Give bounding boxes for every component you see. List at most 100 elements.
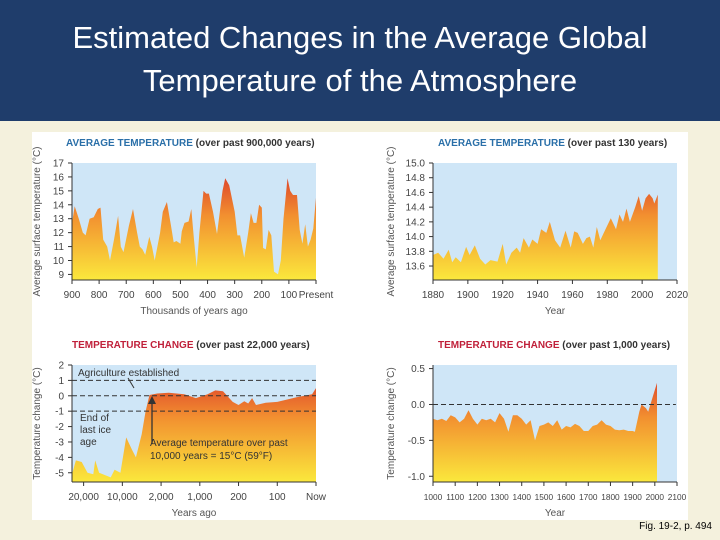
temperature-area <box>72 178 316 280</box>
x-tick-label: 1960 <box>561 290 584 301</box>
annotation-ice-age: age <box>80 437 97 448</box>
chart-title-rest: (over past 900,000 years) <box>193 138 315 149</box>
x-tick-label: 700 <box>118 290 135 301</box>
temperature-area <box>72 388 316 482</box>
chart-4: TEMPERATURE CHANGE (over past 1,000 year… <box>386 340 687 519</box>
y-tick-label: 0.0 <box>411 400 425 411</box>
chart-2: AVERAGE TEMPERATURE (over past 130 years… <box>386 138 689 317</box>
temperature-area <box>433 382 657 482</box>
x-axis-label: Thousands of years ago <box>140 306 248 317</box>
slide-title-bar: Estimated Changes in the Average Global … <box>0 0 720 121</box>
chart-title-colored: TEMPERATURE CHANGE <box>72 340 194 351</box>
y-tick-label: 13.6 <box>406 262 426 273</box>
x-tick-label: 1940 <box>526 290 549 301</box>
y-tick-label: 15.0 <box>406 159 426 170</box>
y-axis-label: Average surface temperature (°C) <box>32 147 43 297</box>
x-tick-label: 1000 <box>424 492 443 502</box>
x-tick-label: Present <box>299 290 334 301</box>
x-tick-label: 2000 <box>631 290 654 301</box>
y-tick-label: -0.5 <box>408 436 426 447</box>
x-tick-label: 1600 <box>557 492 576 502</box>
x-tick-label: 2100 <box>668 492 687 502</box>
chart-title-rest: (over past 22,000 years) <box>193 340 309 351</box>
x-tick-label: 1980 <box>596 290 619 301</box>
y-tick-label: 13.8 <box>406 247 426 258</box>
y-tick-label: 0.5 <box>411 364 425 375</box>
x-tick-label: 2020 <box>666 290 689 301</box>
chart-title: AVERAGE TEMPERATURE (over past 130 years… <box>438 138 667 149</box>
y-axis-label: Average surface temperature (°C) <box>386 147 397 297</box>
y-tick-label: 1 <box>58 376 64 387</box>
y-tick-label: -1 <box>55 407 64 418</box>
y-axis-label: Temperature change (°C) <box>32 367 43 479</box>
chart-title: TEMPERATURE CHANGE (over past 22,000 yea… <box>72 340 310 351</box>
x-tick-label: 2000 <box>646 492 665 502</box>
y-tick-label: 0 <box>58 391 64 402</box>
annotation-average: 10,000 years = 15°C (59°F) <box>150 451 272 462</box>
y-tick-label: 14 <box>53 200 65 211</box>
x-tick-label: 1400 <box>512 492 531 502</box>
figure-caption: Fig. 19-2, p. 494 <box>639 521 712 532</box>
y-tick-label: -3 <box>55 437 64 448</box>
y-tick-label: 14.8 <box>406 173 426 184</box>
x-tick-label: 400 <box>199 290 216 301</box>
chart-title-colored: TEMPERATURE CHANGE <box>438 340 560 351</box>
x-tick-label: 1900 <box>623 492 642 502</box>
y-tick-label: 2 <box>58 361 64 372</box>
x-axis-label: Year <box>545 306 566 317</box>
y-tick-label: -5 <box>55 468 64 479</box>
slide-title-line-1: Estimated Changes in the Average Global <box>72 20 648 55</box>
chart-1: AVERAGE TEMPERATURE (over past 900,000 y… <box>32 138 333 317</box>
y-tick-label: 15 <box>53 186 65 197</box>
x-tick-label: 1700 <box>579 492 598 502</box>
chart-title: TEMPERATURE CHANGE (over past 1,000 year… <box>438 340 670 351</box>
chart-3: TEMPERATURE CHANGE (over past 22,000 yea… <box>32 340 327 519</box>
temperature-area <box>433 193 658 280</box>
x-tick-label: 1100 <box>446 492 464 502</box>
y-tick-label: 14.4 <box>406 203 426 214</box>
y-tick-label: 13 <box>53 214 65 225</box>
x-tick-label: 1920 <box>492 290 515 301</box>
y-tick-label: 14.0 <box>406 232 426 243</box>
x-tick-label: 100 <box>269 492 286 503</box>
x-tick-label: 1800 <box>601 492 620 502</box>
chart-title: AVERAGE TEMPERATURE (over past 900,000 y… <box>66 138 315 149</box>
slide-title-line-2: Temperature of the Atmosphere <box>142 63 578 98</box>
chart-title-colored: AVERAGE TEMPERATURE <box>66 138 193 149</box>
annotation-ice-age: End of <box>80 413 109 424</box>
chart-title-rest: (over past 1,000 years) <box>559 340 670 351</box>
y-tick-label: 14.6 <box>406 188 426 199</box>
x-tick-label: 500 <box>172 290 189 301</box>
y-tick-label: 9 <box>58 270 64 281</box>
chart-title-colored: AVERAGE TEMPERATURE <box>438 138 565 149</box>
x-tick-label: 1200 <box>468 492 487 502</box>
y-tick-label: 10 <box>53 256 65 267</box>
x-tick-label: 800 <box>91 290 108 301</box>
y-tick-label: 12 <box>53 228 65 239</box>
y-axis-label: Temperature change (°C) <box>386 367 397 479</box>
arrowhead-icon <box>148 396 156 404</box>
annotation-leader <box>127 377 135 389</box>
x-tick-label: 1300 <box>490 492 509 502</box>
x-tick-label: 1900 <box>457 290 480 301</box>
y-tick-label: 16 <box>53 172 65 183</box>
annotation-agriculture: Agriculture established <box>78 368 179 379</box>
chart-title-rest: (over past 130 years) <box>565 138 667 149</box>
y-tick-label: 14.2 <box>406 217 426 228</box>
y-tick-label: -4 <box>55 453 64 464</box>
x-tick-label: 900 <box>64 290 81 301</box>
x-tick-label: 100 <box>281 290 298 301</box>
x-tick-label: 20,000 <box>68 492 99 503</box>
x-tick-label: 600 <box>145 290 162 301</box>
x-tick-label: 1,000 <box>187 492 212 503</box>
x-tick-label: 2,000 <box>149 492 174 503</box>
x-tick-label: 200 <box>253 290 270 301</box>
x-axis-label: Year <box>545 508 566 519</box>
y-tick-label: -2 <box>55 422 64 433</box>
x-tick-label: 1500 <box>535 492 554 502</box>
x-tick-label: Now <box>306 492 327 503</box>
x-tick-label: 10,000 <box>107 492 138 503</box>
y-tick-label: -1.0 <box>408 472 426 483</box>
x-tick-label: 200 <box>230 492 247 503</box>
